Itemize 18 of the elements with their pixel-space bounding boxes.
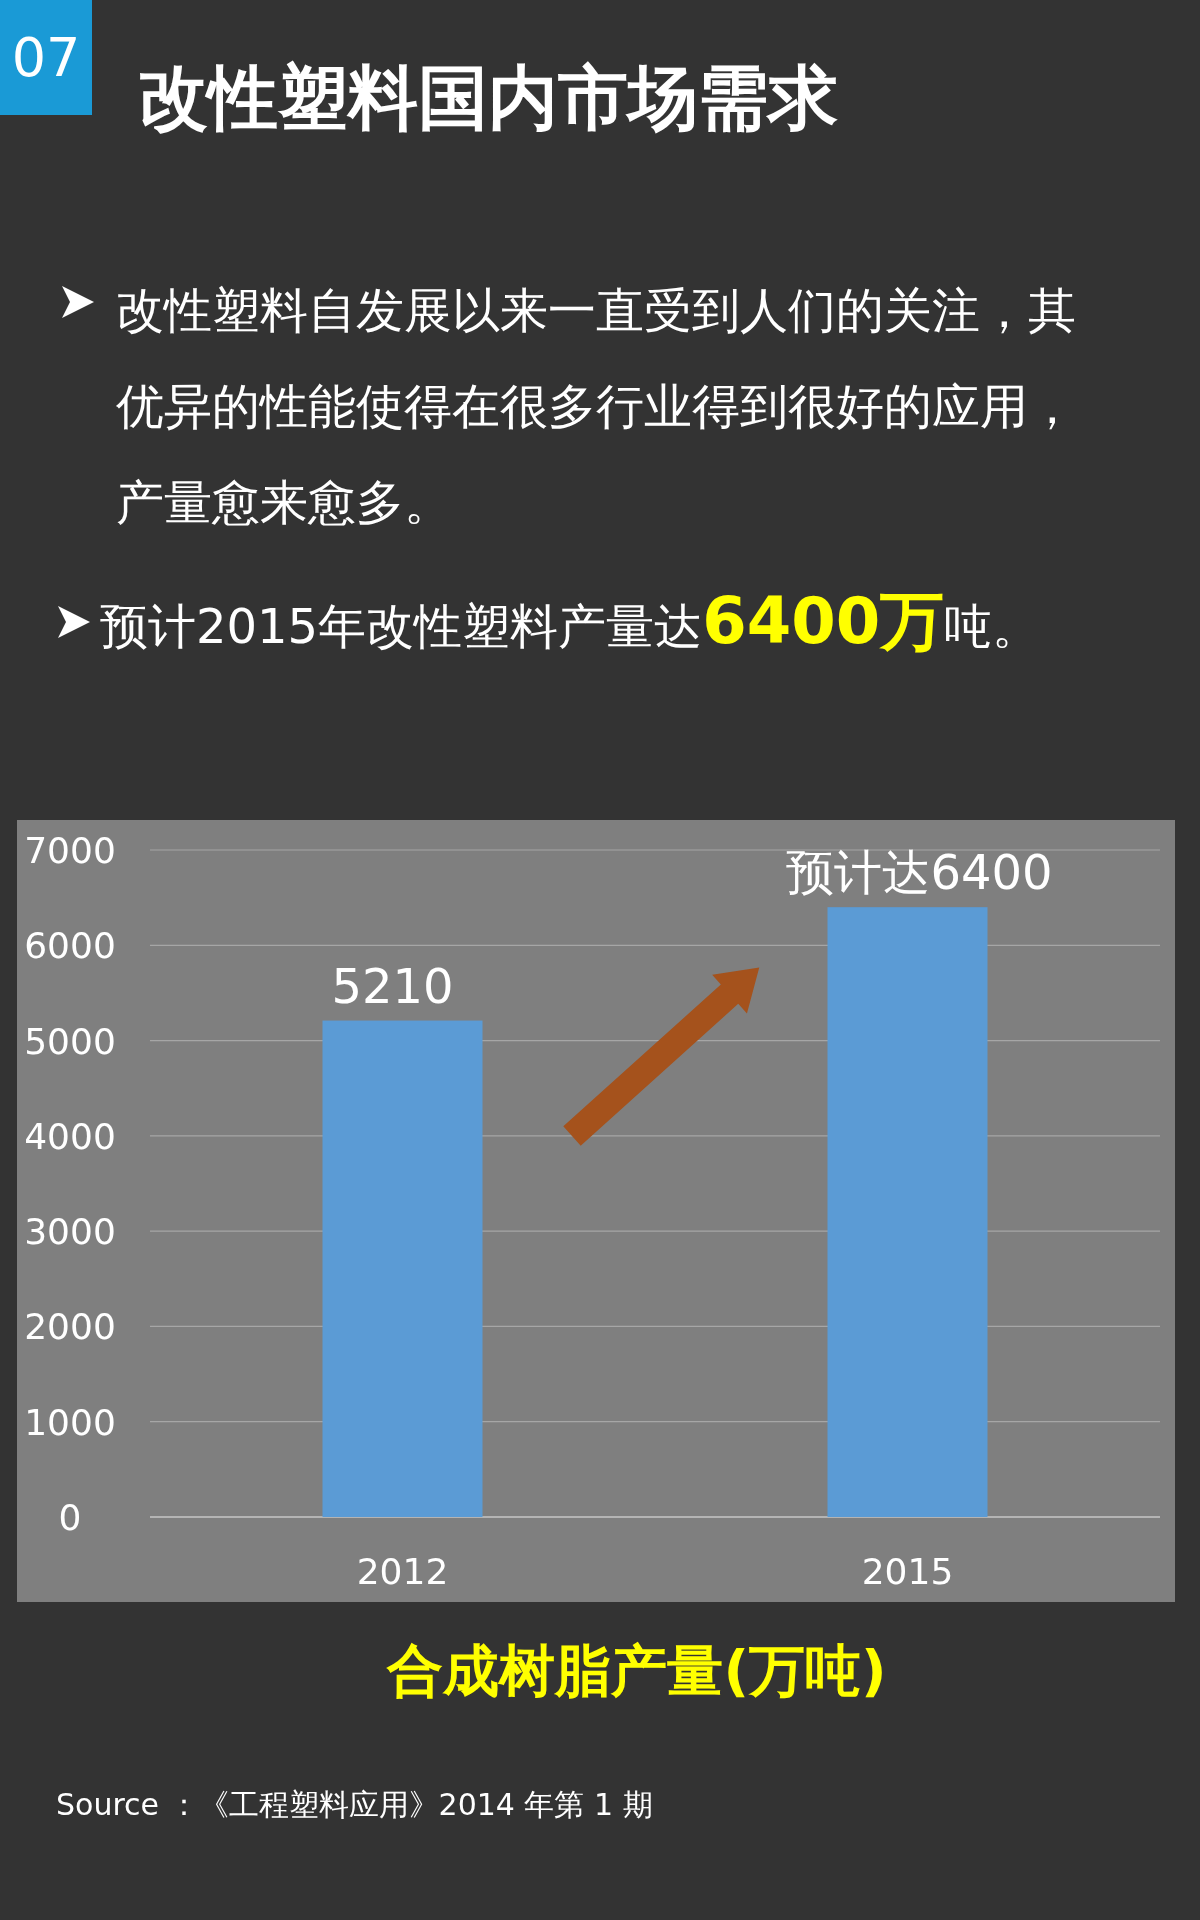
y-tick-label: 4000 xyxy=(24,1115,116,1157)
text: 07 xyxy=(0,0,92,115)
y-tick-label: 1000 xyxy=(24,1401,116,1443)
text: 预计2015年改性塑料产量达6400万吨。 xyxy=(99,583,1041,660)
y-tick-label: 0 xyxy=(58,1497,82,1538)
data-label: 5210 xyxy=(331,957,454,1014)
y-tick-label: 3000 xyxy=(24,1211,116,1253)
source-note: Source ：《工程塑料应用》2014 年第 1 期 xyxy=(56,1786,653,1824)
y-tick-label: 6000 xyxy=(24,925,116,967)
y-tick-label: 2000 xyxy=(24,1306,116,1348)
y-tick-label: 5000 xyxy=(24,1020,116,1062)
data-label: 预计达6400 xyxy=(786,844,1053,901)
x-axis-title: 合成树脂产量(万吨) xyxy=(386,1638,887,1703)
y-tick-label: 7000 xyxy=(24,830,116,871)
text: 改性塑料自发展以来一直受到人们的关注，其优异的性能使得在很多行业得到很好的应用，产量愈来愈多。 xyxy=(116,281,1077,532)
x-tick-label: 2015 xyxy=(861,1551,954,1592)
x-tick-label: 2012 xyxy=(356,1551,449,1592)
chart-title: 改性塑料国内市场需求 xyxy=(138,56,838,141)
